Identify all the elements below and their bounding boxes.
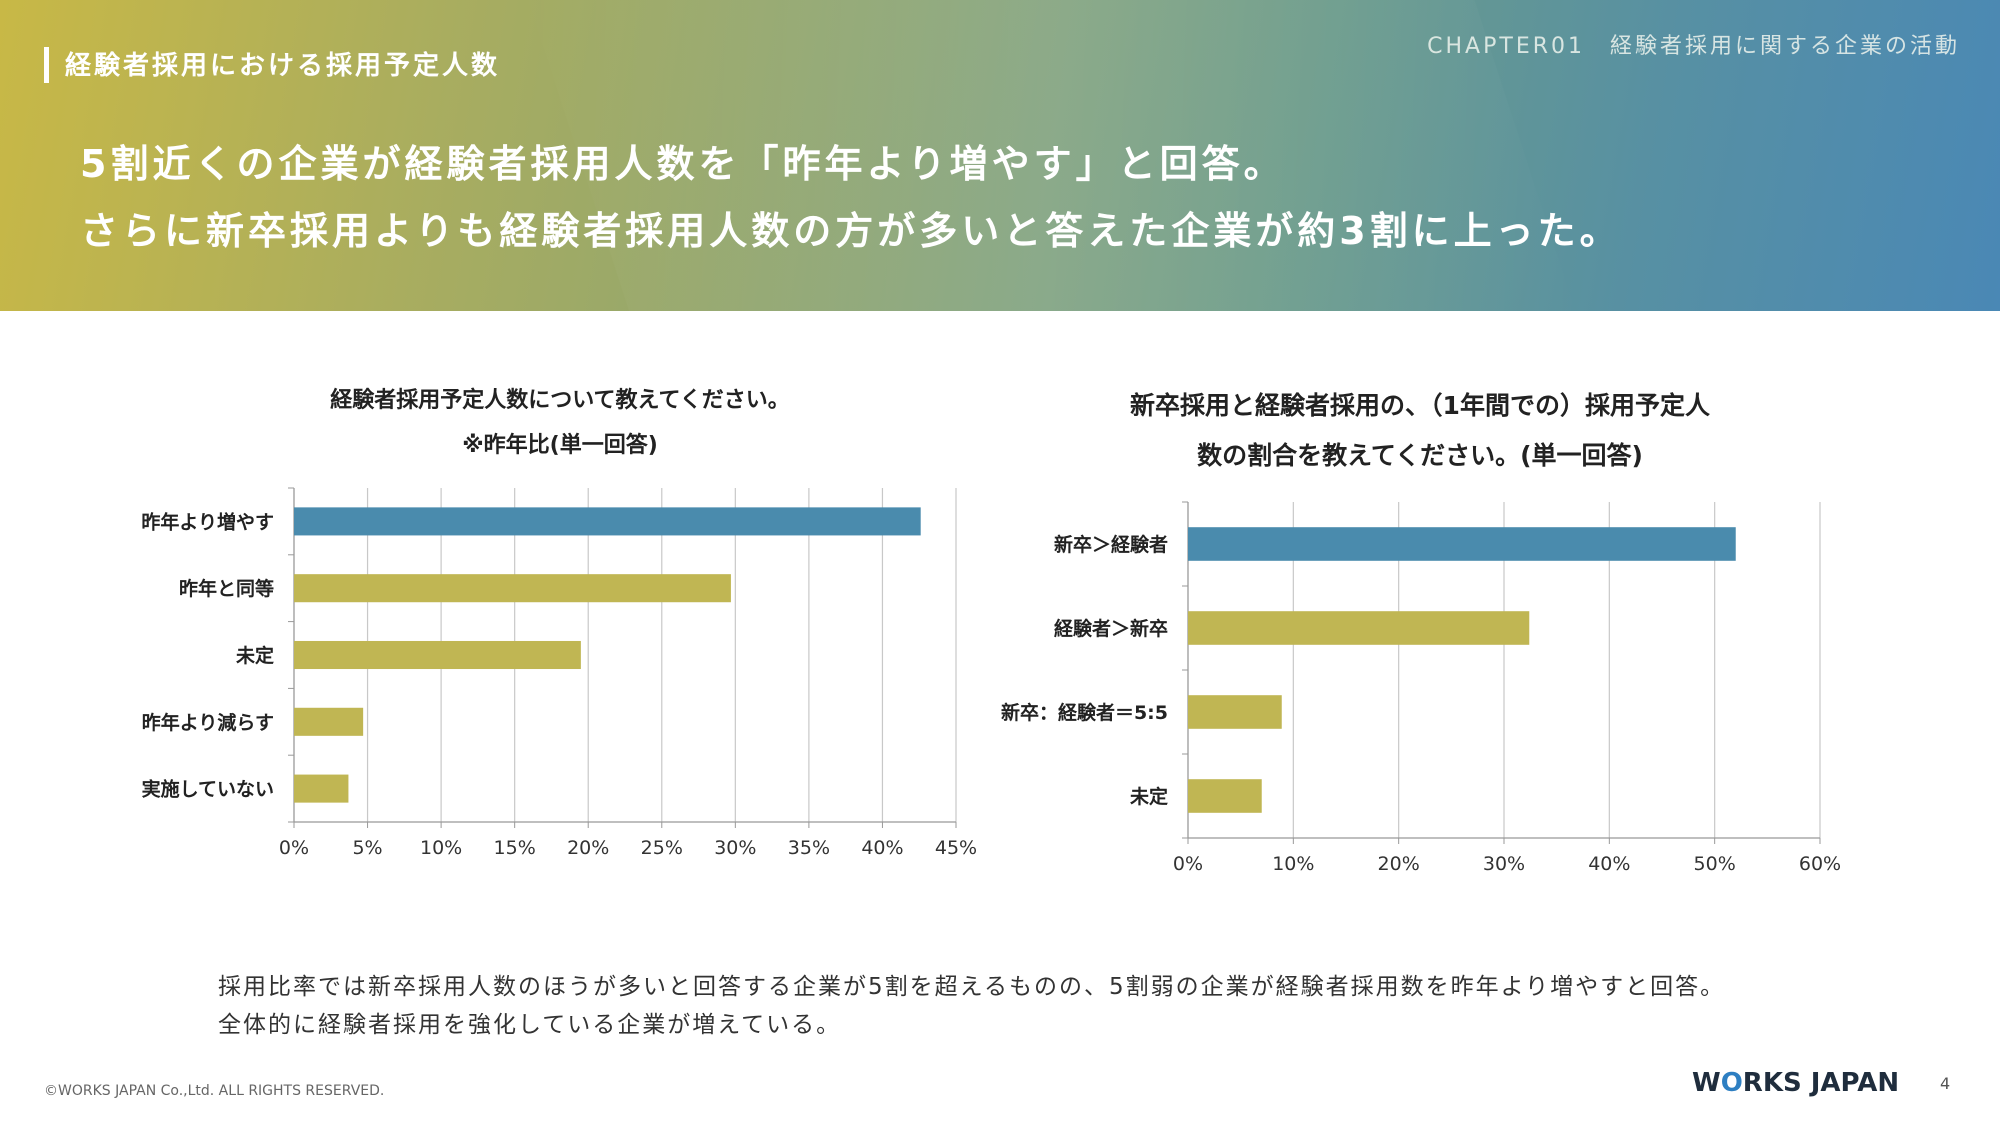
copyright: ©WORKS JAPAN Co.,Ltd. ALL RIGHTS RESERVE…	[44, 1083, 385, 1099]
chart1-title-line1: 経験者採用予定人数について教えてください。	[330, 388, 790, 413]
chart2-category-label: 新卒＞経験者	[1054, 533, 1168, 556]
chart1-xtick-label: 15%	[494, 837, 536, 859]
chart2-category-label: 未定	[1129, 785, 1168, 808]
chart2-xtick-label: 10%	[1272, 853, 1314, 875]
section-title: 経験者採用における採用予定人数	[65, 51, 501, 81]
chart2-xtick-label: 20%	[1378, 853, 1420, 875]
logo-w: W	[1692, 1068, 1721, 1098]
chart2-category-label: 経験者＞新卒	[1054, 617, 1168, 640]
chart1-svg: 0% 5% 10% 15% 20% 25% 30% 35% 40% 45% 昨年より増やす昨年と同等…	[141, 487, 977, 859]
summary-line-1: 採用比率では新卒採用人数のほうが多いと回答する企業が5割を超えるものの、5割弱の…	[218, 974, 1726, 1000]
chart2-category-label: 新卒：経験者＝5:5	[1001, 701, 1168, 724]
chart2-bar	[1188, 611, 1530, 645]
chart1-title-line2: ※昨年比(単一回答)	[462, 433, 658, 458]
chart2-xtick-label: 60%	[1799, 853, 1841, 875]
chart1-bar	[294, 774, 349, 803]
chart2-bar	[1188, 527, 1736, 561]
chart1-xtick-label: 0%	[279, 837, 309, 859]
logo-o: O	[1720, 1068, 1743, 1098]
chart1-xtick-label: 5%	[352, 837, 382, 859]
chart2-title-line1: 新卒採用と経験者採用の、（1年間での）採用予定人	[1130, 391, 1710, 420]
logo-rest: RKS JAPAN	[1742, 1068, 1900, 1098]
chart1-category-label: 昨年と同等	[179, 577, 274, 600]
chart1-xtick-label: 35%	[788, 837, 830, 859]
chart1-bar	[294, 640, 581, 670]
section-marker	[44, 47, 49, 83]
chart2-bar	[1188, 779, 1262, 813]
chart2-svg: 0% 10% 20% 30% 40% 50% 60% 新卒＞経験者経験者＞新卒新卒：経験者＝5…	[1001, 501, 1841, 875]
chart1-xtick-label: 20%	[567, 837, 609, 859]
chart2-xtick-label: 0%	[1173, 853, 1203, 875]
chart1-xtick-label: 25%	[641, 837, 683, 859]
chart2-bar	[1188, 695, 1282, 729]
chapter-label: CHAPTER01 経験者採用に関する企業の活動	[1427, 34, 1960, 59]
headline-line-1: 5割近くの企業が経験者採用人数を「昨年より増やす」と回答。	[80, 142, 1286, 186]
summary-line-2: 全体的に経験者採用を強化している企業が増えている。	[218, 1012, 842, 1038]
chart2-xtick-label: 30%	[1483, 853, 1525, 875]
chart1-xtick-label: 40%	[861, 837, 903, 859]
chart1-bar	[294, 507, 921, 536]
chart1-bar	[294, 574, 731, 603]
chart1-category-label: 昨年より増やす	[141, 510, 274, 533]
chart1-category-label: 実施していない	[142, 778, 274, 801]
chart2-title-line2: 数の割合を教えてください。(単一回答)	[1197, 441, 1643, 470]
works-japan-logo: WORKS JAPAN	[1692, 1068, 1899, 1098]
chart1-category-label: 昨年より減らす	[142, 711, 274, 734]
headline-line-2: さらに新卒採用よりも経験者採用人数の方が多いと答えた企業が約3割に上った。	[80, 209, 1622, 253]
chart1-bar	[294, 707, 364, 736]
page-number: 4	[1940, 1074, 1951, 1093]
chart1-xtick-label: 10%	[420, 837, 462, 859]
chart1-xtick-label: 45%	[935, 837, 977, 859]
chart1-xtick-label: 30%	[714, 837, 756, 859]
chart1-category-label: 未定	[235, 644, 274, 667]
chart2-xtick-label: 50%	[1694, 853, 1736, 875]
chart2-xtick-label: 40%	[1588, 853, 1630, 875]
header-banner: 経験者採用における採用予定人数 CHAPTER01 経験者採用に関する企業の活動…	[0, 0, 2000, 311]
